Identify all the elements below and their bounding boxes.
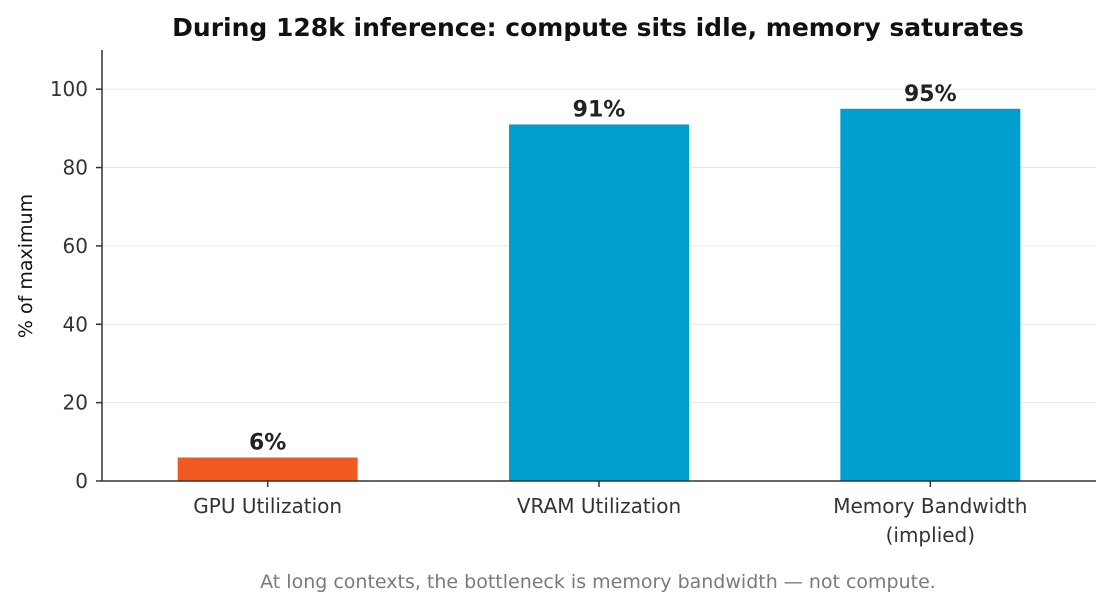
axes xyxy=(96,50,1096,487)
bar-value-label: 6% xyxy=(249,430,286,455)
y-axis-label: % of maximum xyxy=(15,194,37,338)
y-tick-label: 20 xyxy=(63,391,88,415)
chart-title: During 128k inference: compute sits idle… xyxy=(172,13,1024,42)
bar xyxy=(509,124,689,481)
x-tick-label: Memory Bandwidth (implied) xyxy=(833,494,1027,547)
y-tick-label: 0 xyxy=(75,469,88,493)
bar-value-label: 95% xyxy=(904,82,957,107)
bar-value-label: 91% xyxy=(573,97,626,122)
x-tick-label-line: (implied) xyxy=(886,523,975,547)
y-tick-labels: 0 20 40 60 80 100 xyxy=(50,77,88,493)
x-category-labels: GPU Utilization VRAM Utilization Memory Ba… xyxy=(193,494,1027,547)
y-tick-label: 40 xyxy=(63,312,88,336)
x-tick-label-line: Memory Bandwidth xyxy=(833,494,1027,518)
y-tick-label: 60 xyxy=(63,234,88,258)
chart-caption: At long contexts, the bottleneck is memo… xyxy=(260,571,936,593)
y-tick-label: 80 xyxy=(63,156,88,180)
x-tick-label: VRAM Utilization xyxy=(517,494,681,518)
bar xyxy=(840,108,1021,481)
x-tick-label-line: VRAM Utilization xyxy=(517,494,681,518)
bar xyxy=(177,457,358,481)
x-tick-label-line: GPU Utilization xyxy=(193,494,342,518)
bars-group xyxy=(177,108,1021,481)
x-tick-label: GPU Utilization xyxy=(193,494,342,518)
y-tick-label: 100 xyxy=(50,77,88,101)
data-labels: 6% 91% 95% xyxy=(249,82,957,456)
